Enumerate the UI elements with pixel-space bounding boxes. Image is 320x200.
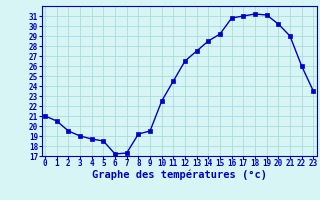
X-axis label: Graphe des températures (°c): Graphe des températures (°c): [92, 170, 267, 180]
